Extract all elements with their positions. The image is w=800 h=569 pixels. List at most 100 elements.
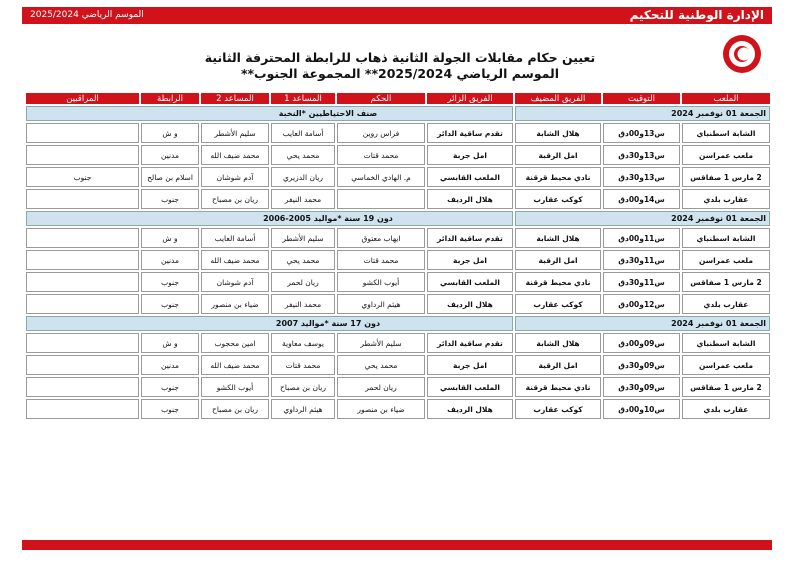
column-header: الحكم [337,93,425,104]
cell: سليم الأشطر [201,123,269,143]
title: تعيين حكام مقابلات الجولة الثانية ذهاب ل… [204,50,596,65]
cell: الشابة اسطنباي [682,123,770,143]
cell: ملعب عمراسن [682,355,770,375]
cell: أسامة العايب [271,123,335,143]
cell: هلال الرديف [427,294,513,314]
cell: مدنين [141,145,199,165]
cell: سليم الأشطر [271,228,335,248]
cell: أسامة العايب [201,228,269,248]
match-row: 2 مارس 1 صفاقس س09و30دق نادي محيط قرقنة الم… [26,377,770,397]
cell: الشابة اسطنباي [682,228,770,248]
cell: و ش [141,333,199,353]
cell: ضياء بن منصور [201,294,269,314]
cell: س14و00دق [603,189,680,209]
match-row: 2 مارس 1 صفاقس س11و30دق نادي محيط قرقنة الم… [26,272,770,292]
cell: الملعب القابسي [427,272,513,292]
cell: مدنين [141,355,199,375]
column-header: الفريق المضيف [515,93,601,104]
cell: س13و00دق [603,123,680,143]
table-body: الجمعة 01 نوفمبر 2024 صنف الاحتياطيين *ال… [26,106,770,419]
cell: محمد قتات [271,355,335,375]
cell: امين محجوب [201,333,269,353]
section-category: دون 19 سنة *مواليد 2005-2006 [26,211,513,226]
cell: س09و30دق [603,355,680,375]
cell [26,377,139,397]
cell: عقارب بلدي [682,294,770,314]
cell: ايهاب معتوق [337,228,425,248]
match-row: 2 مارس 1 صفاقس س13و30دق نادي محيط قرقنة الم… [26,167,770,187]
cell [26,399,139,419]
column-header: المراقبين [26,93,139,104]
cell: امل جربة [427,145,513,165]
cell: هلال الشابة [515,333,601,353]
cell: 2 مارس 1 صفاقس [682,377,770,397]
section-row: الجمعة 01 نوفمبر 2024 دون 19 سنة *مواليد … [26,211,770,226]
cell: س11و30دق [603,250,680,270]
cell: الملعب القابسي [427,377,513,397]
cell: أيوب الكشو [337,272,425,292]
cell: ريان لحمر [271,272,335,292]
cell: جنوب [141,399,199,419]
section-date: الجمعة 01 نوفمبر 2024 [515,211,770,226]
cell: كوكب عقارب [515,294,601,314]
cell: ريان بن مصباح [201,399,269,419]
match-row: عقارب بلدي س12و00دق كوكب عقارب هلال الرديف ه… [26,294,770,314]
cell: محمد ضيف الله [201,145,269,165]
section-category: دون 17 سنة *مواليد 2007 [26,316,513,331]
cell: امل جربة [427,355,513,375]
cell: س10و00دق [603,399,680,419]
cell [26,250,139,270]
cell: امل الرقبة [515,145,601,165]
cell: هلال الشابة [515,123,601,143]
match-row: ملعب عمراسن س13و30دق امل الرقبة امل جربة محم… [26,145,770,165]
cell: محمد قتات [337,145,425,165]
cell: الملعب القابسي [427,167,513,187]
cell: مدنين [141,250,199,270]
match-row: عقارب بلدي س10و00دق كوكب عقارب هلال الرديف ض… [26,399,770,419]
cell: آدم شوشان [201,272,269,292]
cell [26,294,139,314]
header-row: الملعب التوقيت الفريق المضيف الفريق الزائر ا… [26,93,770,104]
cell: محمد النيفر [271,294,335,314]
section-category: صنف الاحتياطيين *النخبة [26,106,513,121]
cell [26,189,139,209]
cell [26,145,139,165]
cell: نادي محيط قرقنة [515,377,601,397]
cell: هلال الرديف [427,399,513,419]
match-row: عقارب بلدي س14و00دق كوكب عقارب هلال الرديف م… [26,189,770,209]
cell: جنوب [26,167,139,187]
cell: س12و00دق [603,294,680,314]
cell: تقدم ساقية الدائر [427,333,513,353]
cell: هيثم الرداوي [271,399,335,419]
cell: و ش [141,123,199,143]
cell: نادي محيط قرقنة [515,272,601,292]
column-header: المساعد 2 [201,93,269,104]
match-row: الشابة اسطنباي س13و00دق هلال الشابة تقدم سا… [26,123,770,143]
cell: جنوب [141,189,199,209]
cell: تقدم ساقية الدائر [427,228,513,248]
cell: محمد قتات [337,250,425,270]
cell [26,333,139,353]
cell: ملعب عمراسن [682,250,770,270]
cell: عقارب بلدي [682,189,770,209]
cell: جنوب [141,377,199,397]
section-date: الجمعة 01 نوفمبر 2024 [515,106,770,121]
cell [26,272,139,292]
cell: سليم الأشطر [337,333,425,353]
subtitle: الموسم الرياضي 2025/2024** المجموعة الجن… [240,66,560,81]
section-date: الجمعة 01 نوفمبر 2024 [515,316,770,331]
logo [723,35,761,73]
cell: محمد يحي [271,145,335,165]
cell: محمد يحي [271,250,335,270]
cell: و ش [141,228,199,248]
cell: امل الرقبة [515,250,601,270]
cell: تقدم ساقية الدائر [427,123,513,143]
bottom-bar [22,540,772,550]
section-row: الجمعة 01 نوفمبر 2024 صنف الاحتياطيين *ال… [26,106,770,121]
cell [26,228,139,248]
cell: كوكب عقارب [515,399,601,419]
cell: جنوب [141,294,199,314]
cell: ريان بن مصباح [201,189,269,209]
cell: س13و30دق [603,145,680,165]
